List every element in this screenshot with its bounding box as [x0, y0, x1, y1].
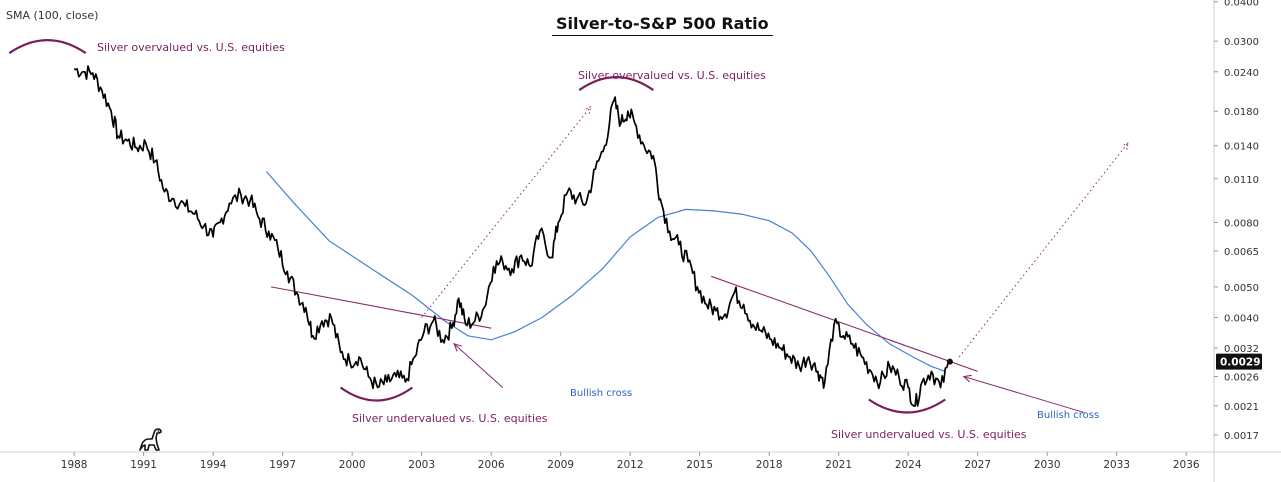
sma-line — [265, 171, 946, 372]
y-tick-label: 0.0026 — [1224, 373, 1259, 384]
y-tick-label: 0.0400 — [1224, 0, 1259, 9]
annotation-overvalued-1988: Silver overvalued vs. U.S. equities — [97, 41, 285, 54]
annotation-bullish-cross-2025: Bullish cross — [1037, 410, 1100, 421]
arc-top-1988 — [8, 38, 87, 54]
annotation-undervalued-2001: Silver undervalued vs. U.S. equities — [352, 412, 548, 425]
x-tick-label: 1991 — [130, 459, 157, 471]
dinosaur-logo-icon — [139, 428, 162, 451]
x-tick-label: 2009 — [547, 459, 574, 471]
y-axis: 0.0400 0.0300 0.0240 0.0180 0.0140 0.0110 0.00… — [1214, 0, 1259, 442]
y-tick-label: 0.0080 — [1224, 218, 1259, 229]
x-tick-label: 2003 — [408, 459, 435, 471]
y-tick-label: 0.0240 — [1224, 68, 1259, 79]
projection-line-1-head — [584, 105, 592, 114]
y-tick-label: 0.0110 — [1224, 175, 1259, 186]
y-tick-label: 0.0180 — [1224, 107, 1259, 118]
arc-bottom-2024 — [868, 398, 946, 414]
x-tick-label: 2000 — [339, 459, 366, 471]
arc-bottom-2001 — [339, 386, 414, 402]
x-tick-label: 2036 — [1173, 459, 1200, 471]
y-tick-label: 0.0065 — [1224, 247, 1259, 258]
x-tick-label: 2024 — [895, 459, 922, 471]
y-tick-label: 0.0050 — [1224, 283, 1259, 294]
annotation-overvalued-2011: Silver overvalued vs. U.S. equities — [578, 69, 766, 82]
arc-top-2011 — [578, 75, 654, 91]
x-tick-label: 1997 — [269, 459, 296, 471]
x-axis: 1988 1991 1994 1997 2000 2003 2006 2009 2012 2015… — [61, 452, 1200, 471]
x-tick-label: 2015 — [686, 459, 713, 471]
x-tick-label: 2021 — [825, 459, 852, 471]
x-tick-label: 1994 — [200, 459, 227, 471]
bullish-cross-arrow-2004 — [453, 343, 504, 388]
x-tick-label: 2012 — [617, 459, 644, 471]
x-tick-label: 2027 — [964, 459, 991, 471]
price-line — [73, 65, 951, 408]
last-value-badge — [1216, 353, 1262, 370]
x-tick-label: 2033 — [1103, 459, 1130, 471]
x-tick-label: 1988 — [61, 459, 88, 471]
y-tick-label: 0.0021 — [1224, 402, 1259, 413]
annotation-undervalued-2024: Silver undervalued vs. U.S. equities — [831, 428, 1027, 441]
x-tick-label: 2006 — [478, 459, 505, 471]
indicator-label: SMA (100, close) — [6, 9, 99, 22]
projection-line-2 — [958, 142, 1129, 358]
annotation-bullish-cross-2004: Bullish cross — [570, 388, 633, 399]
projection-line-2-head — [1121, 141, 1129, 150]
bullish-cross-arrow-2025-head — [962, 374, 972, 383]
y-tick-label: 0.0017 — [1224, 431, 1259, 442]
resistance-line-2 — [711, 275, 978, 372]
y-tick-label: 0.0040 — [1224, 313, 1259, 324]
projection-line-1 — [421, 106, 592, 318]
y-tick-label: 0.0140 — [1224, 142, 1259, 153]
y-tick-label: 0.0300 — [1224, 37, 1259, 48]
x-tick-label: 2030 — [1034, 459, 1061, 471]
bullish-cross-arrow-2004-head — [453, 343, 462, 352]
chart-title: Silver-to-S&P 500 Ratio — [552, 14, 773, 36]
bullish-cross-arrow-2025 — [963, 376, 1085, 414]
x-tick-label: 2018 — [756, 459, 783, 471]
last-value-label: 0.0029 — [1220, 357, 1261, 369]
last-point-marker — [946, 358, 953, 365]
y-tick-label: 0.0032 — [1224, 344, 1259, 355]
